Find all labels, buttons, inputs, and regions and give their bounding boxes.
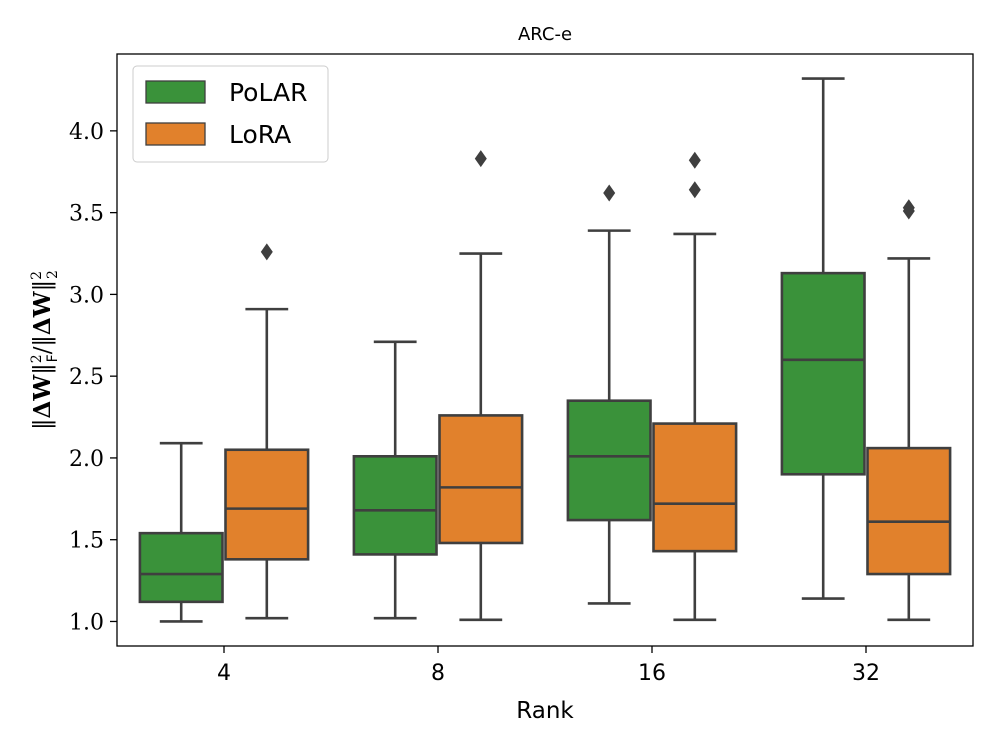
- svg-text:‖ΔW‖2F/‖ΔW‖22: ‖ΔW‖2F/‖ΔW‖22: [29, 270, 61, 430]
- box-group-polar-rank-32: [780, 77, 866, 600]
- y-tick-label: 2.5: [69, 365, 104, 390]
- box-group-lora-rank-32: [866, 199, 952, 622]
- legend-label-polar: PoLAR: [229, 78, 307, 107]
- box-polar: [780, 271, 866, 476]
- y-axis-title-norm-bar: ‖: [30, 363, 56, 375]
- boxes-layer: [138, 77, 952, 623]
- y-axis-title: ‖ΔW‖2F/‖ΔW‖22: [29, 270, 61, 430]
- y-axis-title-sup: 2: [29, 354, 45, 363]
- box-lora: [224, 448, 310, 561]
- x-axis: 4 8 16 32: [217, 646, 880, 686]
- box-group-polar-rank-4: [138, 441, 224, 623]
- y-axis-title-denominator: ΔW: [29, 290, 56, 335]
- legend-label-lora: LoRA: [229, 120, 291, 149]
- legend: PoLAR LoRA: [132, 65, 329, 163]
- box-polar: [352, 454, 438, 556]
- box-group-lora-rank-8: [438, 150, 524, 622]
- outlier-point-lora: [688, 181, 701, 199]
- y-tick-label: 1.0: [69, 610, 104, 635]
- chart-title: ARC-e: [518, 24, 572, 45]
- box-group-polar-rank-8: [352, 340, 438, 620]
- box-lora: [866, 446, 952, 576]
- y-tick-label: 4.0: [69, 120, 104, 145]
- x-tick-label: 32: [852, 661, 880, 686]
- y-axis-title-norm-bar: ‖: [30, 280, 56, 292]
- outlier-point-lora: [688, 151, 701, 169]
- legend-swatch-polar: [145, 80, 206, 104]
- plot-frame: [116, 53, 974, 647]
- x-tick-label: 4: [217, 661, 231, 686]
- y-axis-title-sub-2: 2: [45, 270, 61, 279]
- y-axis-title-numerator: ΔW: [29, 374, 56, 419]
- box-group-lora-rank-4: [224, 243, 310, 620]
- x-tick-label: 16: [638, 661, 666, 686]
- y-axis-title-sup: 2: [29, 271, 45, 280]
- box-polar: [138, 531, 224, 604]
- y-tick-label: 1.5: [69, 529, 104, 554]
- y-axis-title-norm-bar: ‖: [30, 335, 56, 347]
- box-group-polar-rank-16: [566, 184, 652, 605]
- box-lora: [438, 414, 524, 545]
- outlier-point-polar: [603, 184, 616, 202]
- y-axis-title-norm-bar: ‖: [30, 418, 56, 430]
- box-group-lora-rank-16: [652, 151, 738, 622]
- y-axis-title-separator: /: [30, 346, 56, 354]
- x-axis-title: Rank: [516, 698, 574, 724]
- x-tick-label: 8: [431, 661, 445, 686]
- y-axis-title-sub-f: F: [45, 354, 61, 362]
- y-tick-label: 3.0: [69, 283, 104, 308]
- outlier-point-lora: [474, 150, 487, 168]
- outlier-point-lora: [260, 243, 273, 261]
- box-polar: [566, 399, 652, 522]
- y-axis: 1.0 1.5 2.0 2.5 3.0 3.5 4.0: [69, 120, 117, 635]
- box-lora: [652, 422, 738, 553]
- y-tick-label: 3.5: [69, 202, 104, 227]
- y-tick-label: 2.0: [69, 447, 104, 472]
- outlier-point-lora: [902, 199, 915, 217]
- legend-swatch-lora: [145, 122, 206, 146]
